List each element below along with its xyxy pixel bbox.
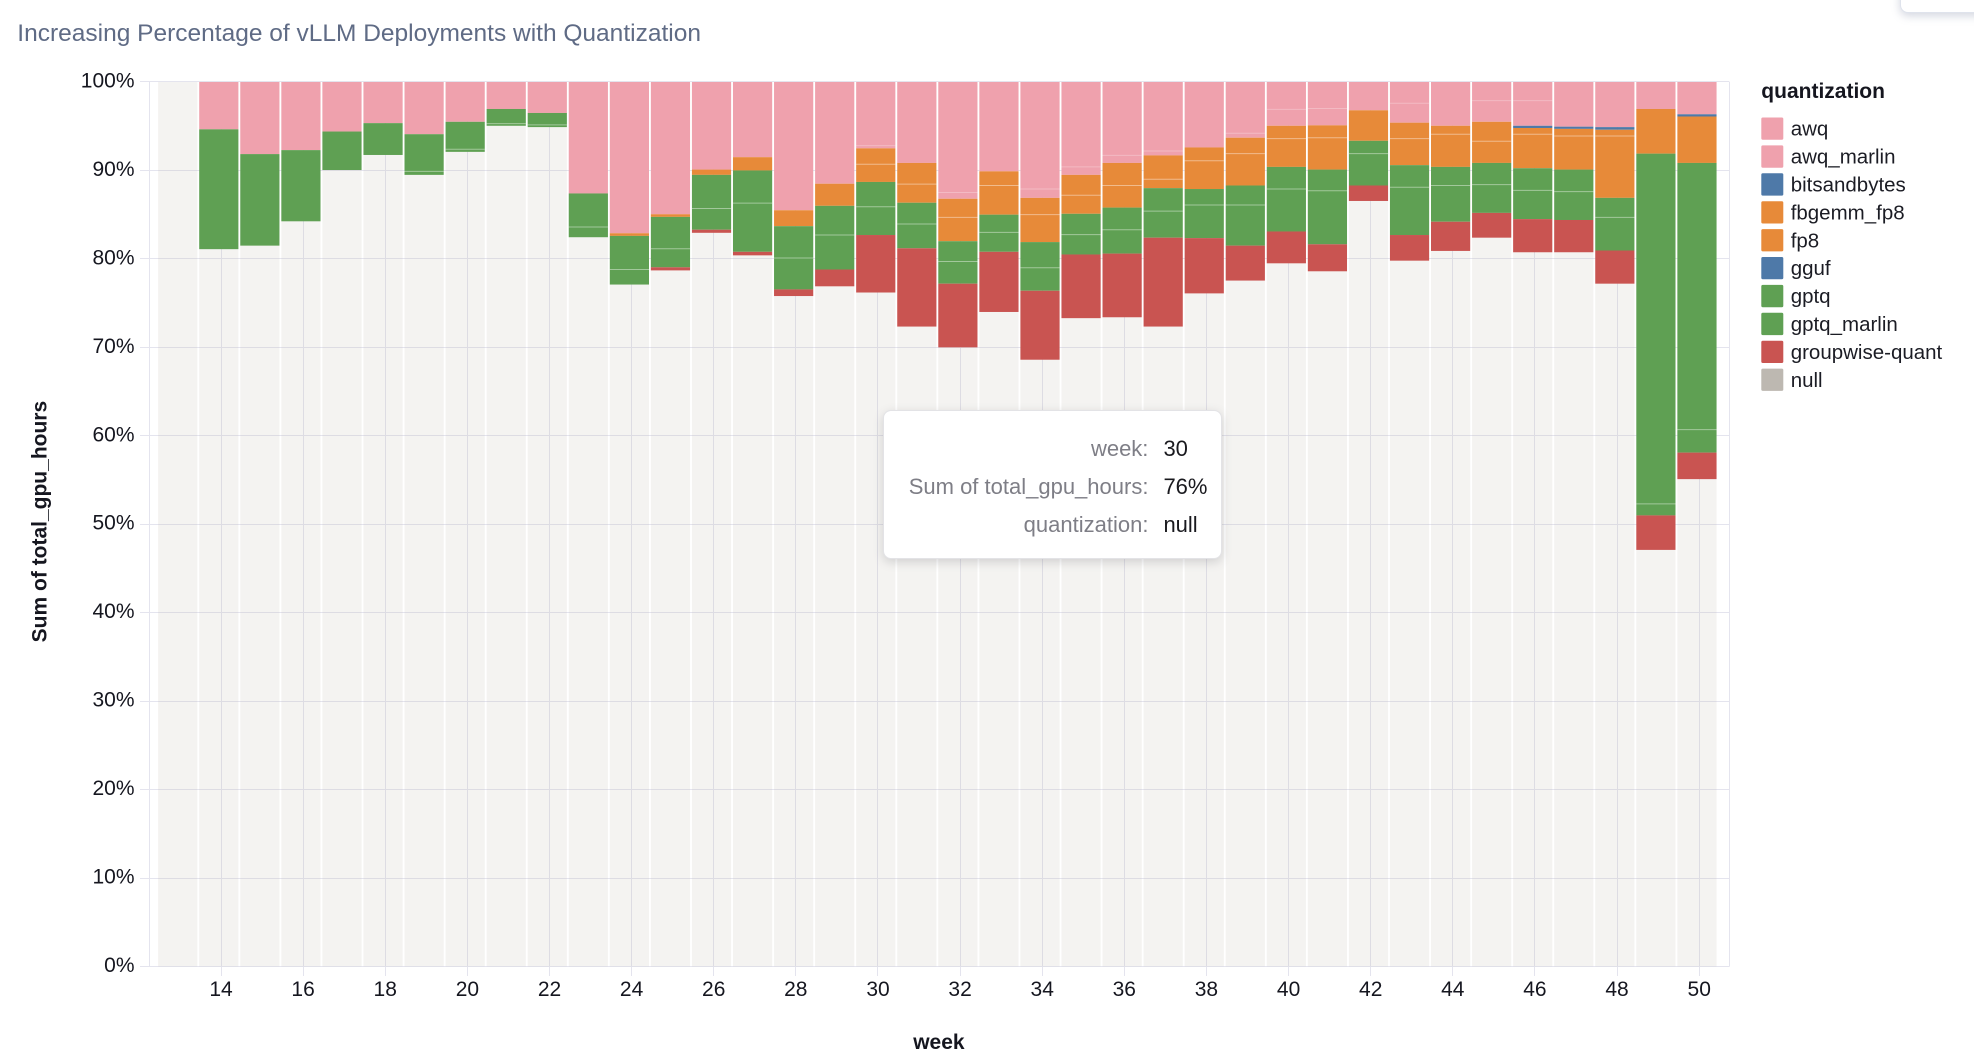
- svg-text:0%: 0%: [104, 954, 134, 977]
- svg-text:22: 22: [538, 978, 561, 1001]
- svg-text:awq: awq: [1791, 118, 1829, 141]
- svg-text:90%: 90%: [92, 158, 134, 181]
- svg-text:Sum of total_gpu_hours: Sum of total_gpu_hours: [29, 401, 52, 643]
- svg-text:24: 24: [620, 978, 644, 1001]
- svg-text:quantization: quantization: [1761, 80, 1885, 103]
- svg-text:36: 36: [1113, 978, 1136, 1001]
- svg-text:fbgemm_fp8: fbgemm_fp8: [1791, 201, 1905, 224]
- svg-text:10%: 10%: [92, 866, 134, 889]
- svg-text:34: 34: [1031, 978, 1055, 1001]
- svg-text:80%: 80%: [92, 246, 134, 269]
- svg-text:44: 44: [1441, 978, 1465, 1001]
- svg-text:20%: 20%: [92, 777, 134, 800]
- svg-text:50%: 50%: [92, 512, 134, 535]
- svg-text:30%: 30%: [92, 689, 134, 712]
- svg-text:46: 46: [1523, 978, 1546, 1001]
- svg-text:awq_marlin: awq_marlin: [1791, 146, 1896, 169]
- svg-text:50: 50: [1688, 978, 1711, 1001]
- svg-text:gptq_marlin: gptq_marlin: [1791, 313, 1898, 336]
- svg-text:26: 26: [702, 978, 725, 1001]
- svg-text:Increasing Percentage of vLLM: Increasing Percentage of vLLM Deployment…: [17, 20, 701, 47]
- svg-text:gptq: gptq: [1791, 285, 1831, 308]
- svg-text:40: 40: [1277, 978, 1300, 1001]
- svg-text:30: 30: [866, 978, 889, 1001]
- svg-text:16: 16: [291, 978, 314, 1001]
- svg-text:null: null: [1791, 369, 1823, 392]
- svg-text:42: 42: [1359, 978, 1382, 1001]
- svg-text:100%: 100%: [81, 70, 135, 93]
- svg-text:18: 18: [374, 978, 397, 1001]
- svg-text:40%: 40%: [92, 600, 134, 623]
- svg-text:fp8: fp8: [1791, 229, 1820, 252]
- svg-text:groupwise-quant: groupwise-quant: [1791, 341, 1943, 364]
- svg-text:60%: 60%: [92, 423, 134, 446]
- svg-text:38: 38: [1195, 978, 1218, 1001]
- svg-text:gguf: gguf: [1791, 257, 1831, 280]
- svg-text:14: 14: [209, 978, 233, 1001]
- svg-text:week: week: [912, 1031, 965, 1054]
- svg-text:70%: 70%: [92, 335, 134, 358]
- svg-text:48: 48: [1605, 978, 1628, 1001]
- svg-text:20: 20: [456, 978, 479, 1001]
- svg-text:32: 32: [948, 978, 971, 1001]
- svg-text:28: 28: [784, 978, 807, 1001]
- svg-text:bitsandbytes: bitsandbytes: [1791, 174, 1906, 197]
